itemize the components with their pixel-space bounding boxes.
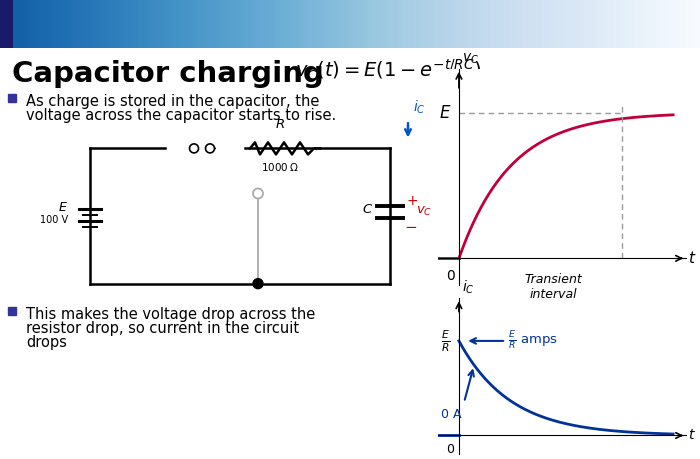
- Text: $v_C(t) = E(1-e^{-t/RC})$: $v_C(t) = E(1-e^{-t/RC})$: [295, 58, 481, 84]
- Text: drops: drops: [26, 335, 67, 350]
- Text: $1000\,\Omega$: $1000\,\Omega$: [261, 162, 299, 174]
- Text: As charge is stored in the capacitor, the: As charge is stored in the capacitor, th…: [26, 94, 319, 109]
- Text: $E$: $E$: [439, 104, 452, 122]
- Text: 100 V: 100 V: [40, 214, 68, 224]
- Text: $t$: $t$: [688, 250, 696, 266]
- Text: $R$: $R$: [275, 118, 285, 131]
- Circle shape: [253, 279, 263, 289]
- Text: This makes the voltage drop across the: This makes the voltage drop across the: [26, 307, 315, 322]
- Circle shape: [253, 189, 263, 198]
- Text: Transient
interval: Transient interval: [524, 273, 582, 301]
- Circle shape: [206, 144, 214, 153]
- Text: $v_C$: $v_C$: [462, 51, 480, 66]
- Text: $E$: $E$: [58, 201, 68, 214]
- Text: voltage across the capacitor starts to rise.: voltage across the capacitor starts to r…: [26, 108, 336, 123]
- Text: 0 A: 0 A: [441, 408, 461, 421]
- Text: $i_C$: $i_C$: [462, 278, 475, 296]
- Text: $+$: $+$: [406, 195, 418, 208]
- Text: $v_C$: $v_C$: [416, 205, 433, 218]
- Text: $i_C$: $i_C$: [413, 99, 426, 116]
- Bar: [0, 0, 13, 48]
- Text: $\frac{E}{R}$ amps: $\frac{E}{R}$ amps: [508, 330, 558, 352]
- Text: resistor drop, so current in the circuit: resistor drop, so current in the circuit: [26, 321, 299, 336]
- Text: $t$: $t$: [688, 429, 696, 442]
- Text: Capacitor charging: Capacitor charging: [12, 60, 324, 88]
- Text: $C$: $C$: [362, 203, 373, 216]
- Text: $0$: $0$: [447, 443, 456, 456]
- Text: $0$: $0$: [446, 269, 456, 283]
- Text: $-$: $-$: [404, 218, 417, 233]
- Circle shape: [190, 144, 199, 153]
- Text: $\frac{E}{R}$: $\frac{E}{R}$: [441, 328, 450, 354]
